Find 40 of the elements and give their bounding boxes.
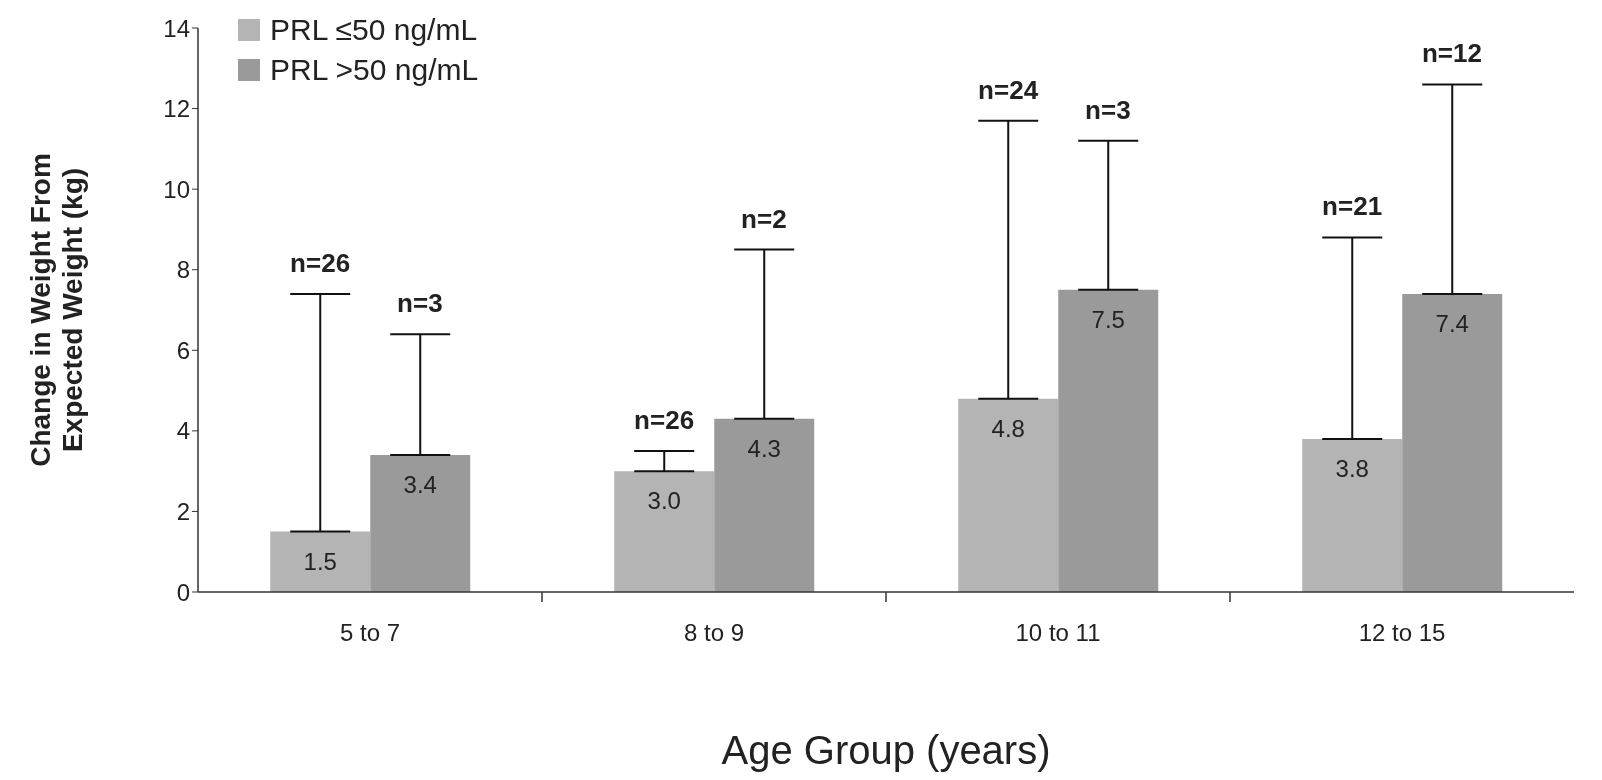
y-tick-label: 6 [176,336,190,364]
y-axis-title: Change in Weight From Expected Weight (kg) [25,153,88,467]
bar [714,418,815,592]
y-tick-label: 4 [176,417,190,445]
x-tick-label: 5 to 7 [339,619,401,647]
data-label: 1.5 [303,547,337,575]
data-label: 7.4 [1435,309,1469,337]
data-label: 3.4 [403,471,437,499]
bar [270,531,371,592]
data-label: 4.8 [991,414,1025,442]
bar [1402,293,1503,592]
annotation: n=2 [741,203,787,234]
x-tick-label: 12 to 15 [1358,619,1446,647]
bar [1302,438,1403,592]
x-tick-label: 8 to 9 [683,619,745,647]
data-label: 3.8 [1335,454,1369,482]
annotation: n=21 [1322,191,1383,222]
bar [1058,289,1159,592]
y-tick-label: 2 [176,497,190,525]
annotation: n=12 [1421,38,1482,69]
bar [958,398,1059,592]
y-tick-label: 14 [163,14,190,42]
legend-label: PRL ≤50 ng/mL [269,13,479,47]
y-tick-label: 8 [176,256,190,284]
annotation: n=26 [290,247,351,278]
bar [370,455,471,592]
data-label: 4.3 [747,434,781,462]
data-label: 3.0 [647,487,681,515]
legend-label: PRL >50 ng/mL [269,53,479,87]
annotation: n=26 [634,405,695,435]
y-tick-label: 0 [176,578,190,606]
data-label: 7.5 [1091,305,1125,333]
bar [614,471,715,592]
y-tick-label: 12 [163,95,190,123]
x-tick-label: 10 to 11 [1015,619,1101,647]
annotation: n=3 [397,288,443,319]
annotation: n=3 [1085,94,1131,125]
x-axis-title: Age Group (years) [721,728,1051,772]
y-tick-label: 10 [163,175,190,203]
annotation: n=24 [978,74,1039,105]
